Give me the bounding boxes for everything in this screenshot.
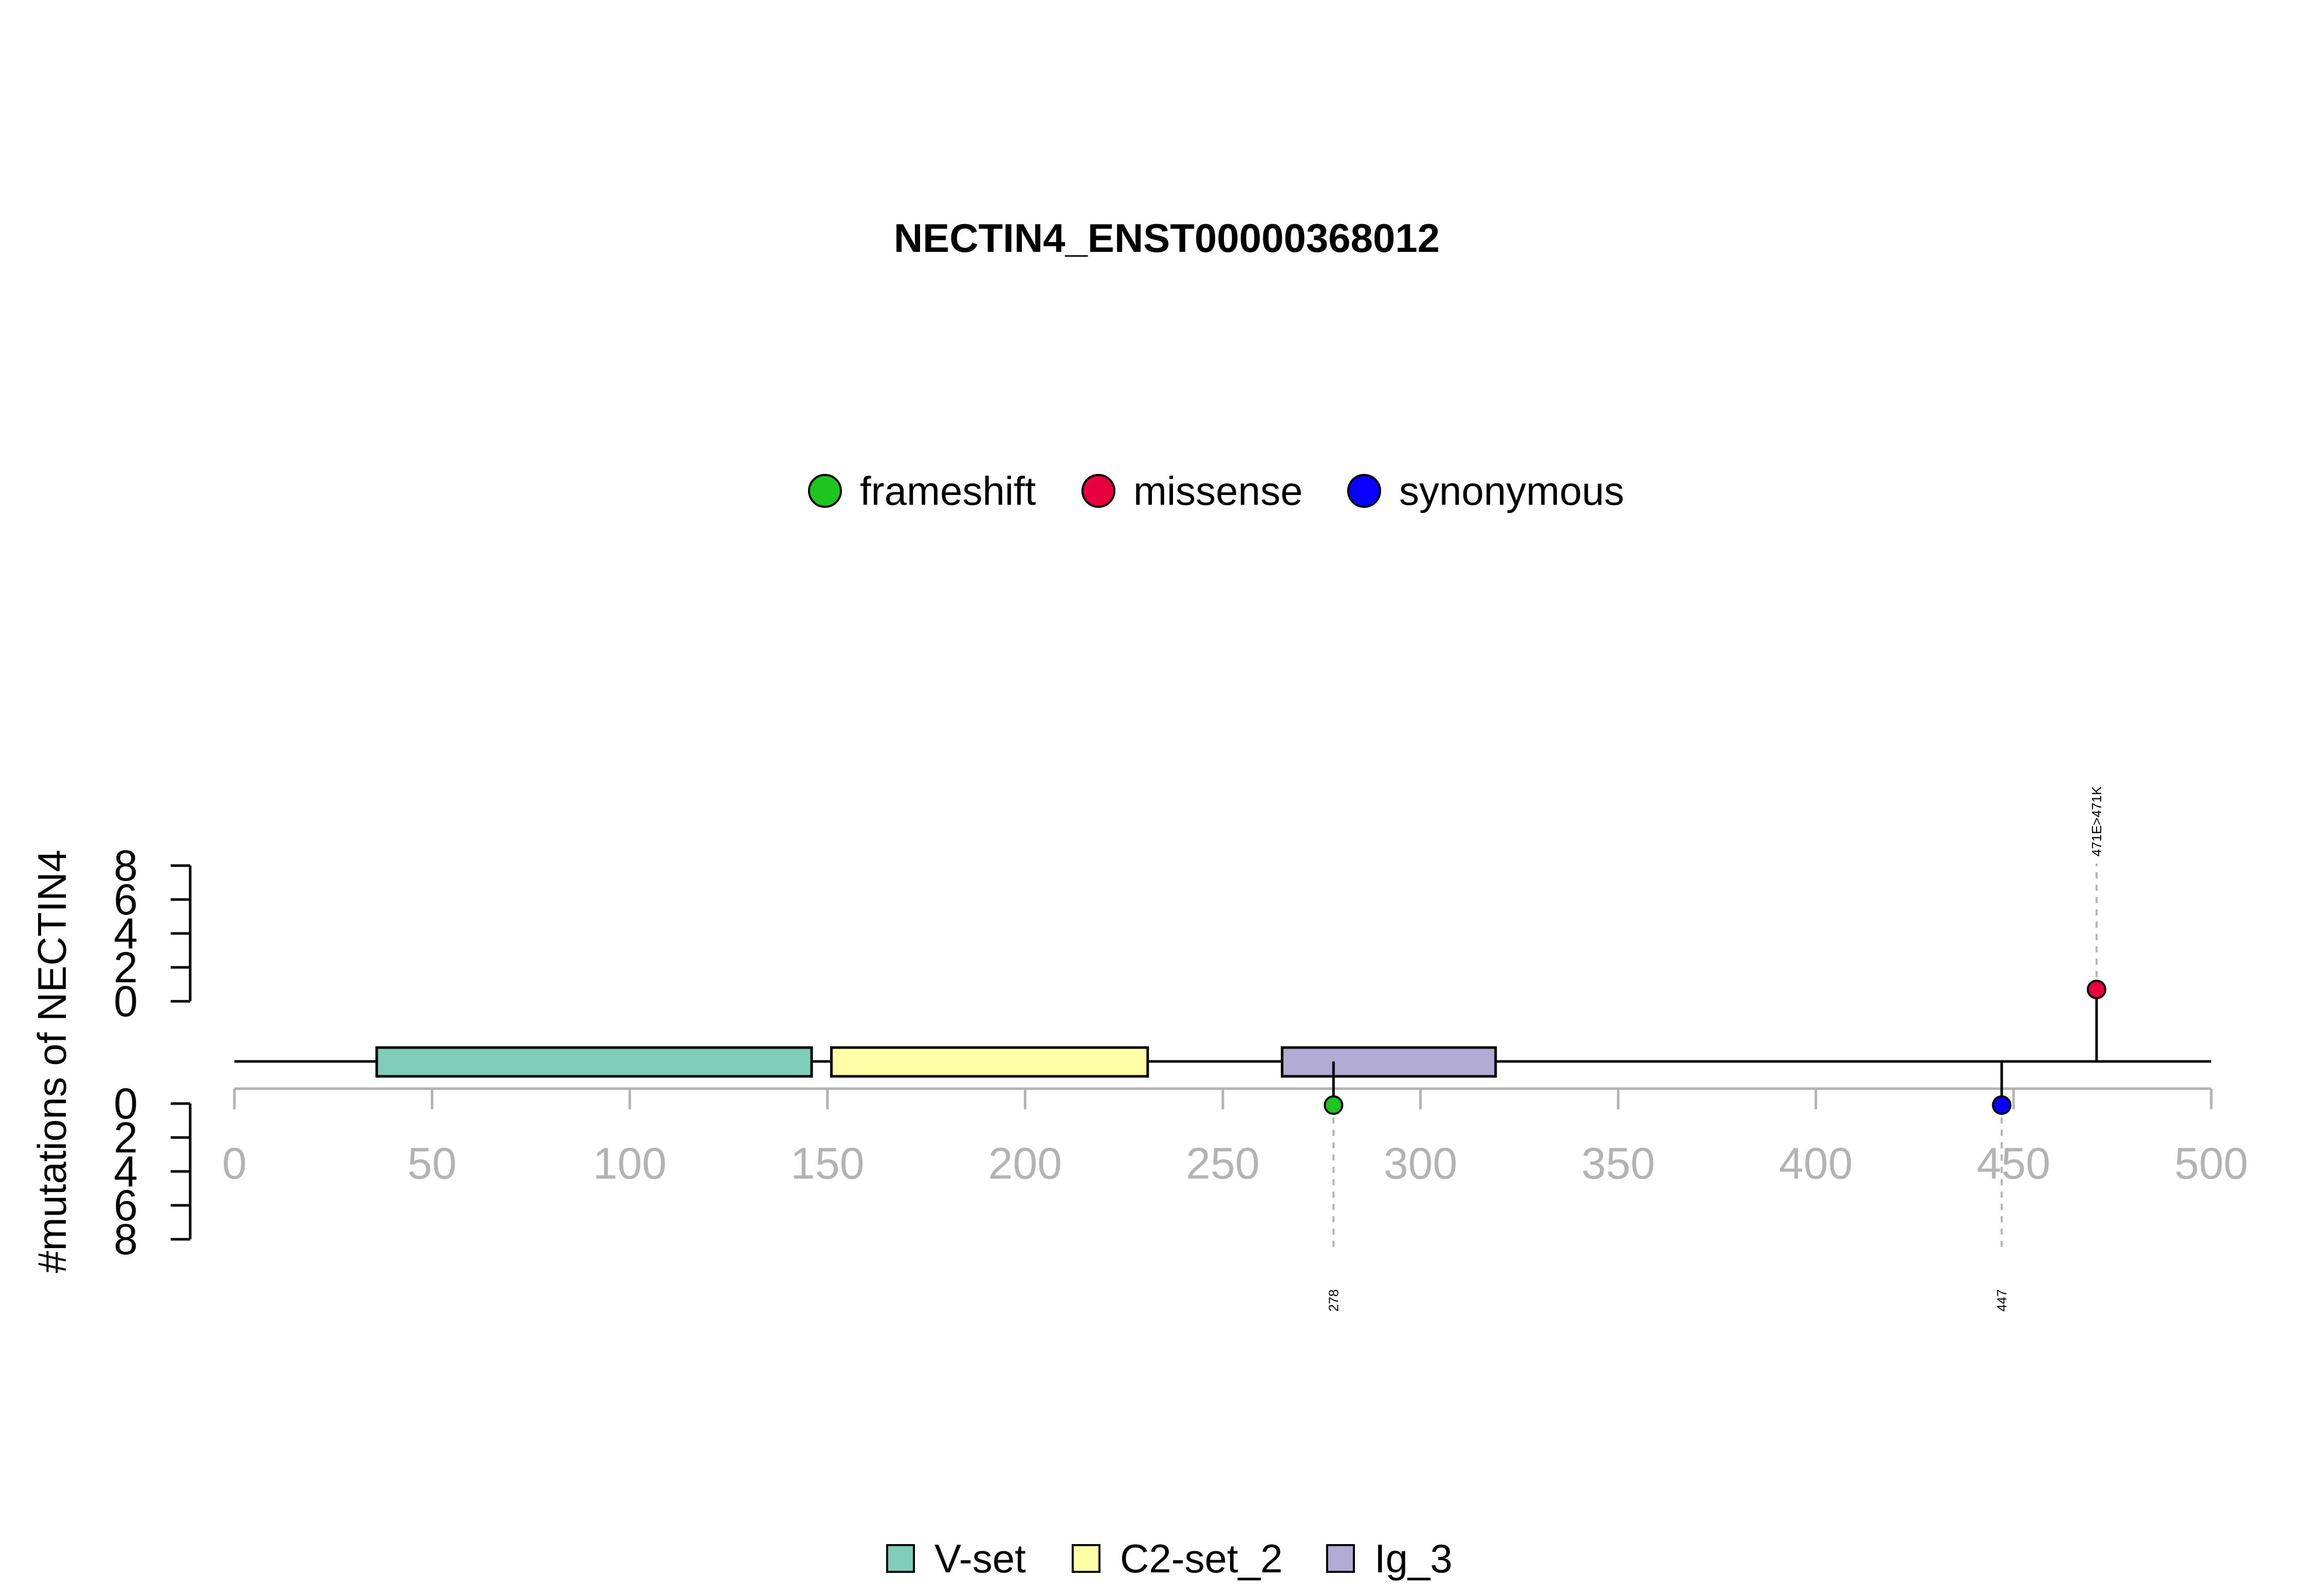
x-tick-label-500: 500 [2174,1139,2248,1188]
y-axis-top-tick-label-8: 8 [114,841,138,890]
y-axis-top-tick-label-6: 6 [114,875,138,924]
x-axis: 0 50 100 150 200 250 300 350 400 450 500 [222,1087,2248,1188]
y-axis-bottom-tick-label-0: 0 [114,1079,138,1128]
x-tick-label-450: 450 [1977,1139,2051,1188]
legend-label-synonymous: synonymous [1399,468,1624,513]
x-tick-label-50: 50 [408,1139,457,1188]
domain-legend: V-set C2-set_2 Ig_3 [886,1536,1453,1581]
domain-box-Ig_3 [1280,1046,1497,1078]
mutation-label-synonymous-447: 447 [1994,1289,2009,1311]
mutation-label-missense-471: 471E>471K [2089,786,2104,856]
domain-box-V-set [375,1046,813,1078]
mutation-point-frameshift-278 [1324,1095,1344,1115]
y-axis-top-tick-label-4: 4 [114,909,138,958]
legend-swatch-Ig_3 [1326,1544,1355,1573]
y-axis-bottom-tick-label-4: 4 [114,1147,138,1196]
mutation-markers: 278 447 471E>471K [1324,786,2106,1312]
mutation-label-frameshift-278: 278 [1326,1289,1341,1311]
domain-boxes [375,1046,1497,1078]
x-tick-label-200: 200 [988,1139,1062,1188]
x-tick-label-400: 400 [1779,1139,1853,1188]
legend-label-Ig_3: Ig_3 [1374,1536,1453,1581]
mutation-point-missense-471 [2086,980,2106,999]
y-axis-bottom-tick-label-6: 6 [114,1181,138,1230]
legend-label-missense: missense [1133,468,1302,513]
x-tick-label-250: 250 [1186,1139,1260,1188]
legend-label-frameshift: frameshift [860,468,1036,513]
legend-swatch-C2-set_2 [1072,1544,1100,1573]
x-tick-label-300: 300 [1384,1139,1458,1188]
y-axis-top-tick-label-2: 2 [114,943,138,992]
x-tick-label-350: 350 [1581,1139,1655,1188]
y-axis-label: #mutations of NECTIN4 [29,850,75,1273]
legend-label-C2-set_2: C2-set_2 [1120,1536,1283,1581]
domain-box-C2-set_2 [830,1046,1149,1078]
legend-label-V-set: V-set [934,1536,1026,1581]
mutation-point-synonymous-447 [1992,1095,2012,1115]
x-tick-label-0: 0 [222,1139,247,1188]
y-axis-bottom-tick-label-2: 2 [114,1113,138,1162]
y-axis-top-tick-label-0: 0 [114,977,138,1025]
legend-swatch-V-set [886,1544,915,1573]
x-tick-label-150: 150 [791,1139,865,1188]
mutation-legend: frameshift missense synonymous [808,468,1624,513]
legend-marker-synonymous [1347,474,1381,508]
legend-marker-frameshift [808,474,842,508]
x-tick-label-100: 100 [593,1139,667,1188]
legend-marker-missense [1081,474,1115,508]
y-axis-bottom-tick-label-8: 8 [114,1215,138,1263]
chart-title: NECTIN4_ENST00000368012 [894,215,1440,261]
